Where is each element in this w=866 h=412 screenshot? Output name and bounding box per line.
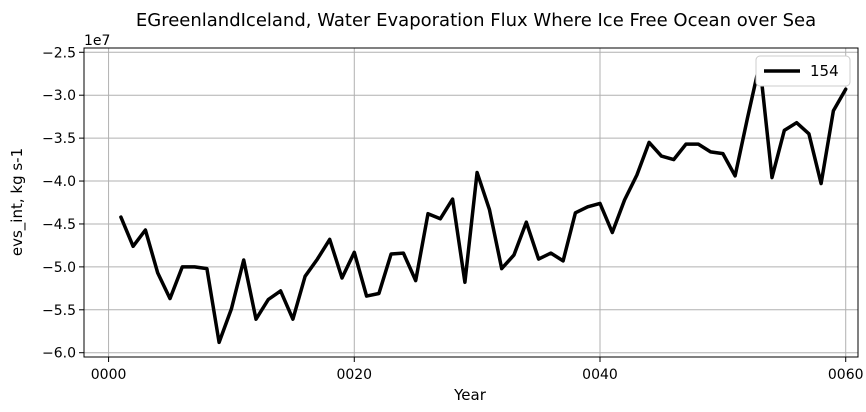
x-tick-label: 0040 [582, 367, 618, 383]
y-tick-label: −2.5 [42, 45, 76, 61]
y-tick-label: −6.0 [42, 346, 76, 362]
x-tick-label: 0000 [91, 367, 127, 383]
legend-label-154: 154 [810, 62, 839, 80]
series-line-154 [119, 61, 848, 345]
x-tick-label: 0020 [336, 367, 372, 383]
y-tick-label: −3.5 [42, 131, 76, 147]
y-tick-label: −4.5 [42, 217, 76, 233]
y-tick-label: −3.0 [42, 88, 76, 104]
grid [84, 48, 858, 357]
y-tick-label: −5.5 [42, 303, 76, 319]
y-axis: −2.5 −3.0 −3.5 −4.0 −4.5 −5.0 −5.5 −6.0 [42, 45, 84, 362]
plot-frame [83, 47, 859, 358]
x-axis-label: Year [453, 386, 487, 404]
series-layer [119, 61, 848, 345]
x-tick-label: 0060 [828, 367, 864, 383]
y-axis-label: evs_int, kg s-1 [8, 148, 27, 256]
y-tick-label: −5.0 [42, 260, 76, 276]
y-offset-label: 1e7 [84, 33, 110, 49]
y-tick-label: −4.0 [42, 174, 76, 190]
chart-title: EGreenlandIceland, Water Evaporation Flu… [136, 10, 816, 31]
legend: 154 [755, 55, 851, 87]
legend-box [755, 55, 851, 87]
x-axis: 0000 0020 0040 0060 [91, 357, 864, 383]
